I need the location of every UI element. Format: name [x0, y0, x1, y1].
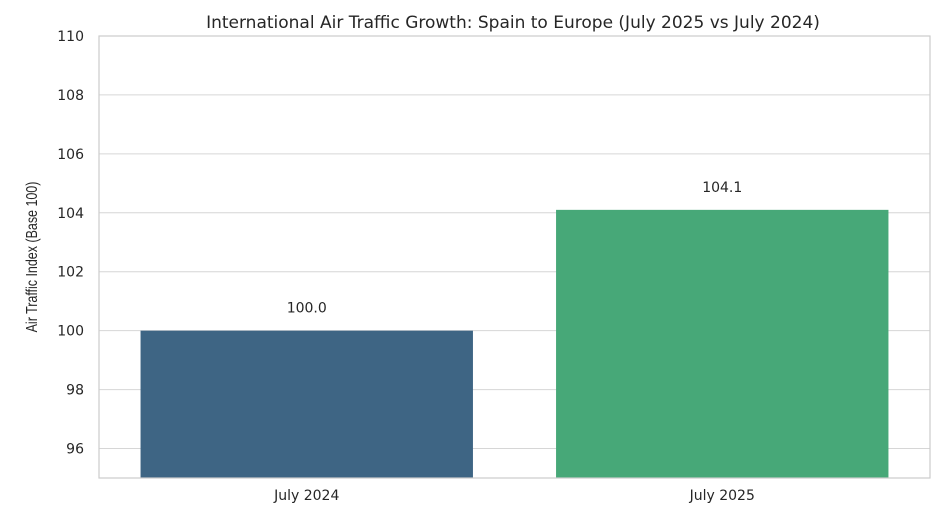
- y-tick-label: 102: [57, 265, 84, 281]
- bar: [556, 209, 889, 478]
- y-tick-label: 110: [57, 29, 84, 45]
- chart-title: International Air Traffic Growth: Spain …: [206, 13, 820, 33]
- y-tick-label: 104: [57, 206, 84, 222]
- x-tick-label: July 2025: [689, 488, 755, 504]
- y-tick-label: 96: [66, 442, 84, 458]
- data-labels: 100.0 104.1: [287, 180, 743, 317]
- bar: [140, 330, 473, 478]
- y-tick-label: 106: [57, 147, 84, 163]
- y-axis-ticks: 96 98 100 102 104 106 108 110: [57, 29, 84, 458]
- y-tick-label: 98: [66, 383, 84, 399]
- y-tick-label: 108: [57, 88, 84, 104]
- x-tick-label: July 2024: [273, 488, 339, 504]
- x-axis-ticks: July 2024 July 2025: [273, 488, 755, 504]
- bar-value-label: 104.1: [702, 180, 742, 196]
- y-axis-label: Air Traffic Index (Base 100): [24, 182, 42, 333]
- bar-value-label: 100.0: [287, 301, 327, 317]
- y-tick-label: 100: [57, 324, 84, 340]
- plot-frame: [98, 35, 931, 479]
- bars: [140, 209, 889, 478]
